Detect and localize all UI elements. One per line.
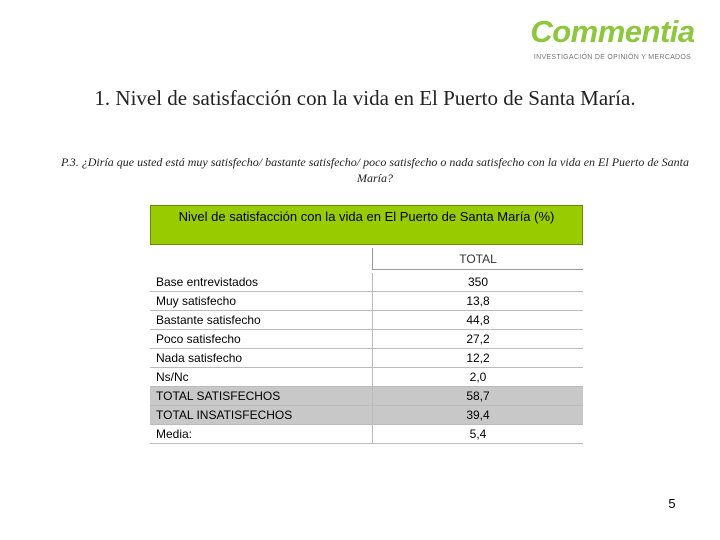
row-label: TOTAL INSATISFECHOS (156, 408, 293, 422)
logo-tagline: INVESTIGACIÓN DE OPINIÓN Y MERCADOS (533, 54, 692, 61)
table-row: Bastante satisfecho 44,8 (150, 311, 583, 330)
row-label: Bastante satisfecho (156, 313, 261, 327)
row-value: 27,2 (372, 330, 583, 349)
question: P.3. ¿Diría que usted está muy satisfech… (60, 155, 690, 185)
row-label: Poco satisfecho (156, 332, 241, 346)
row-label: Muy satisfecho (156, 294, 237, 308)
logo: Commentia (530, 14, 695, 49)
table-row: Base entrevistados 350 (150, 273, 583, 292)
slide-title: 1. Nivel de satisfacción con la vida en … (94, 86, 636, 110)
row-value: 58,7 (372, 387, 583, 406)
table-row: Media: 5,4 (150, 425, 583, 444)
row-value: 12,2 (372, 349, 583, 368)
row-label: Nada satisfecho (156, 351, 243, 365)
row-value: 5,4 (372, 425, 583, 444)
table-row: TOTAL INSATISFECHOS 39,4 (150, 406, 583, 425)
table-row: Muy satisfecho 13,8 (150, 292, 583, 311)
table-row: Nada satisfecho 12,2 (150, 349, 583, 368)
row-label: Ns/Nc (156, 370, 189, 384)
row-label: Media: (156, 427, 193, 441)
table-row: TOTAL SATISFECHOS 58,7 (150, 387, 583, 406)
page-number: 5 (668, 496, 676, 511)
row-value: 350 (372, 273, 583, 292)
column-header: TOTAL (372, 248, 583, 270)
table-row: Poco satisfecho 27,2 (150, 330, 583, 349)
row-label: Base entrevistados (156, 275, 259, 289)
table-title: Nivel de satisfacción con la vida en El … (150, 205, 583, 245)
row-label: TOTAL SATISFECHOS (156, 389, 281, 403)
row-value: 13,8 (372, 292, 583, 311)
row-value: 44,8 (372, 311, 583, 330)
row-value: 2,0 (372, 368, 583, 387)
table-row: Ns/Nc 2,0 (150, 368, 583, 387)
row-value: 39,4 (372, 406, 583, 425)
